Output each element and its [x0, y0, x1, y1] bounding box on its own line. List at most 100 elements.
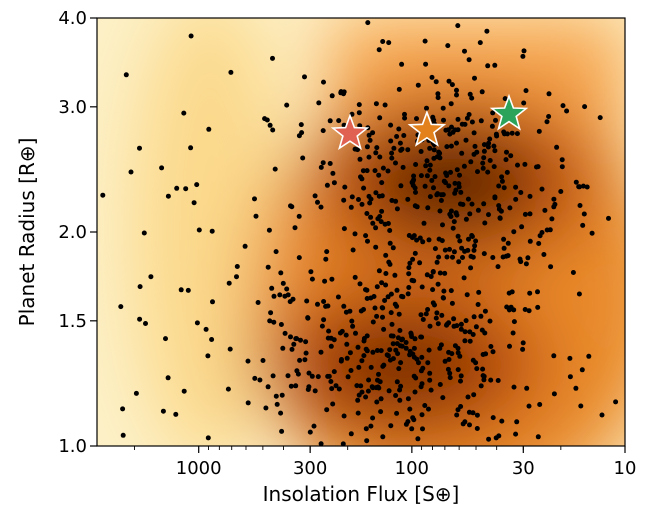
data-point — [472, 75, 477, 81]
data-point — [613, 399, 619, 405]
data-point — [468, 159, 474, 165]
data-point — [386, 40, 392, 46]
data-point — [302, 357, 308, 363]
data-point — [391, 145, 397, 151]
data-point — [203, 326, 209, 332]
data-point — [559, 164, 565, 170]
data-point — [434, 310, 440, 316]
data-point — [465, 394, 471, 400]
data-point — [280, 280, 286, 286]
data-point — [336, 386, 342, 392]
data-point — [578, 403, 584, 409]
data-point — [354, 383, 360, 389]
data-point — [185, 287, 191, 293]
data-point — [349, 194, 355, 200]
data-point — [455, 116, 461, 122]
data-point — [452, 180, 458, 186]
data-point — [406, 233, 412, 238]
data-point — [327, 118, 333, 124]
data-point — [422, 38, 428, 44]
data-point — [502, 96, 508, 102]
data-point — [379, 280, 385, 286]
data-point — [454, 412, 460, 418]
data-point — [442, 247, 448, 253]
data-point — [551, 204, 557, 210]
data-point — [410, 256, 416, 262]
data-point — [234, 274, 239, 280]
data-point — [408, 332, 414, 337]
data-point — [467, 91, 473, 97]
data-point — [425, 205, 431, 211]
data-point — [352, 274, 358, 280]
data-point — [358, 174, 363, 180]
y-tick-label: 1.5 — [58, 311, 87, 332]
data-point — [364, 287, 370, 293]
data-point — [460, 255, 465, 260]
data-point — [437, 270, 443, 276]
data-point — [527, 290, 533, 296]
data-point — [462, 248, 468, 254]
data-point — [323, 256, 329, 262]
data-point — [520, 53, 526, 59]
data-point — [441, 117, 446, 123]
data-point — [454, 140, 459, 146]
data-point — [411, 354, 417, 360]
data-point — [378, 396, 384, 402]
data-point — [494, 133, 500, 139]
data-point — [188, 33, 194, 39]
data-point — [328, 379, 334, 384]
data-point — [336, 118, 342, 124]
data-point — [412, 389, 418, 395]
data-point — [418, 149, 424, 154]
data-point — [466, 57, 472, 63]
data-point — [551, 353, 557, 359]
data-point — [471, 314, 477, 320]
data-point — [456, 259, 462, 265]
data-point — [370, 220, 376, 226]
data-point — [394, 287, 400, 293]
data-point — [412, 336, 418, 342]
data-point — [357, 123, 363, 129]
data-point — [472, 243, 478, 249]
data-point — [473, 324, 479, 330]
data-point — [536, 128, 542, 134]
data-point — [100, 192, 106, 198]
data-point — [306, 384, 312, 390]
data-point — [274, 401, 280, 407]
data-point — [467, 422, 472, 428]
data-point — [271, 319, 277, 325]
data-point — [387, 347, 393, 353]
data-point — [389, 155, 395, 161]
data-point — [394, 410, 400, 416]
data-point — [378, 348, 384, 354]
data-point — [368, 196, 374, 202]
data-point — [341, 303, 347, 309]
data-point — [205, 435, 211, 441]
data-point — [520, 340, 526, 346]
data-point — [163, 336, 168, 342]
data-point — [388, 291, 394, 297]
data-point — [393, 198, 399, 204]
data-point — [320, 128, 326, 134]
data-point — [504, 149, 509, 155]
data-point — [573, 179, 579, 185]
data-point — [343, 332, 349, 338]
data-point — [411, 278, 417, 284]
data-point — [381, 362, 387, 368]
data-point — [403, 345, 409, 351]
data-point — [430, 114, 436, 120]
data-point — [442, 358, 448, 364]
data-point — [504, 131, 510, 137]
data-point — [491, 164, 497, 170]
data-point — [447, 211, 453, 217]
data-point — [349, 318, 355, 324]
data-point — [469, 95, 475, 101]
data-point — [446, 78, 452, 84]
data-point — [367, 200, 373, 206]
data-point — [318, 441, 324, 446]
data-point — [527, 193, 533, 199]
data-point — [356, 110, 362, 116]
data-point — [423, 311, 429, 317]
data-point — [178, 287, 184, 293]
